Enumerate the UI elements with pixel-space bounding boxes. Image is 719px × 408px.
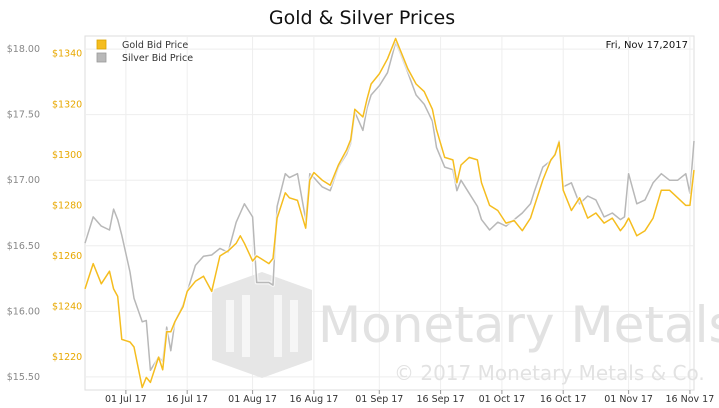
legend-swatch-gold — [96, 39, 107, 50]
copyright-text: © 2017 Monetary Metals & Co. — [394, 361, 705, 385]
x-tick-label: 01 Aug 17 — [228, 394, 277, 405]
x-tick-label: 16 Jul 17 — [166, 394, 208, 405]
y-left-tick-label: $15.50 — [7, 372, 40, 383]
x-tick-label: 01 Sep 17 — [355, 394, 403, 405]
y-gold-tick-label: $1260 — [52, 251, 82, 262]
gridlines — [85, 36, 694, 390]
y-left-tick-label: $16.00 — [7, 306, 40, 317]
x-tick-label: 01 Nov 17 — [604, 394, 653, 405]
series-layer — [83, 36, 696, 390]
x-tick-label: 16 Sep 17 — [417, 394, 465, 405]
series-line-gold — [84, 37, 695, 389]
y-left-tick-label: $16.50 — [7, 241, 40, 252]
x-tick-label: 01 Oct 17 — [479, 394, 526, 405]
legend-label-gold: Gold Bid Price — [122, 40, 188, 51]
watermark-text: Monetary Metals — [318, 296, 719, 354]
watermark-logo — [212, 272, 312, 378]
legend-label-silver: Silver Bid Price — [122, 53, 193, 64]
chart-title: Gold & Silver Prices — [269, 7, 455, 29]
axis-x-ticks: 01 Jul 17 16 Jul 17 01 Aug 17 16 Aug 17 01 S… — [105, 390, 714, 405]
y-left-tick-label: $17.00 — [7, 175, 40, 186]
axis-left-ticks: $15.50 $16.00 $16.50 $17.00 $17.50 $18.00 — [7, 44, 40, 383]
y-gold-tick-label: $1300 — [52, 150, 82, 161]
y-gold-tick-label: $1340 — [52, 49, 82, 60]
y-gold-tick-label: $1320 — [52, 99, 82, 110]
x-tick-label: 16 Oct 17 — [540, 394, 587, 405]
legend: Gold Bid Price Silver Bid Price — [96, 39, 193, 64]
x-tick-label: 01 Jul 17 — [105, 394, 147, 405]
y-gold-tick-label: $1240 — [52, 302, 82, 313]
legend-swatch-silver — [96, 52, 107, 63]
y-left-tick-label: $17.50 — [7, 110, 40, 121]
y-gold-tick-label: $1280 — [52, 200, 82, 211]
x-tick-label: 16 Nov 17 — [666, 394, 715, 405]
y-gold-tick-label: $1220 — [52, 352, 82, 363]
axis-right-ticks: $1220 $1240 $1260 $1280 $1300 $1320 $1340 — [52, 49, 82, 363]
x-tick-label: 16 Aug 17 — [289, 394, 338, 405]
watermark: Monetary Metals © 2017 Monetary Metals &… — [212, 272, 719, 385]
series-line-silver — [84, 41, 695, 372]
y-left-tick-label: $18.00 — [7, 44, 40, 55]
date-label: Fri, Nov 17,2017 — [606, 40, 688, 51]
